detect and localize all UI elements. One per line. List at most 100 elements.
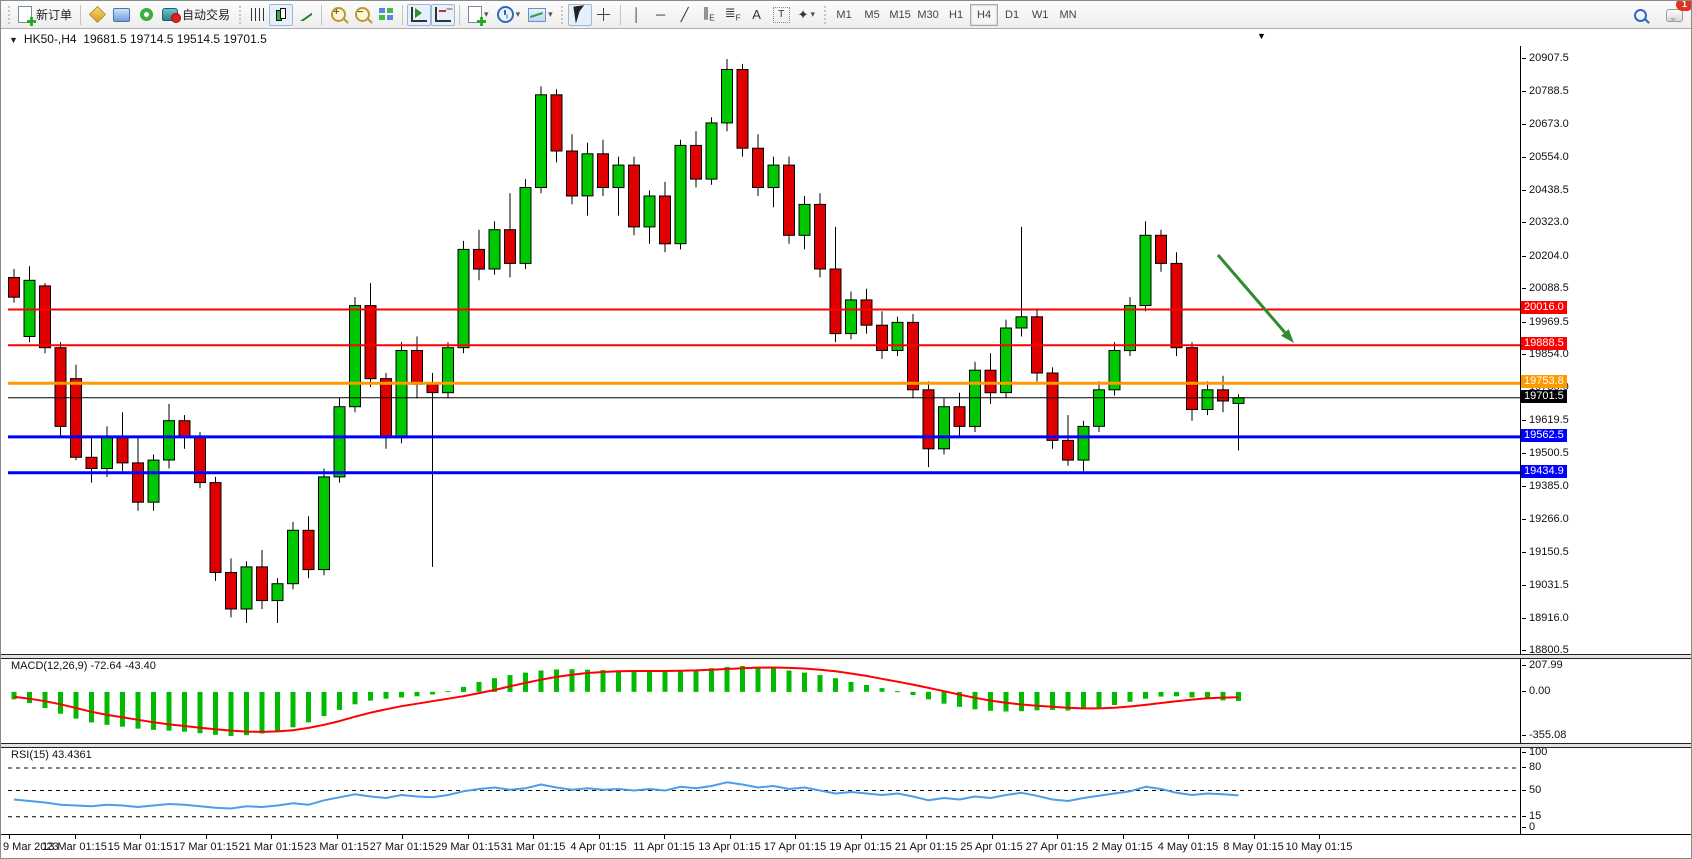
candlestick-chart-button[interactable] xyxy=(269,3,294,26)
equidistant-channel-tool-button[interactable]: ∥E xyxy=(697,4,721,26)
macd-histogram-bar xyxy=(306,691,311,723)
candle-body xyxy=(473,248,485,270)
price-tick-label: 19385.0 xyxy=(1522,480,1569,492)
trend-arrow[interactable] xyxy=(1216,254,1286,334)
rsi-axis: 100 80 50 15 0 xyxy=(1520,746,1691,834)
autotrading-button[interactable]: 自动交易 xyxy=(158,4,234,26)
zoom-out-button[interactable]: − xyxy=(350,4,374,26)
text-tool-button[interactable]: A xyxy=(745,4,769,26)
candle-body xyxy=(426,383,439,394)
terminal-icon xyxy=(113,7,131,22)
indicators-button[interactable]: ▾ xyxy=(464,4,493,26)
macd-histogram-bar xyxy=(151,691,156,730)
timeframe-button-d1[interactable]: D1 xyxy=(1005,8,1020,21)
signals-icon xyxy=(139,8,153,21)
timeframe-button-m1[interactable]: M1 xyxy=(836,8,852,21)
macd-histogram-bar xyxy=(27,691,32,704)
chart-shift-button[interactable] xyxy=(407,3,432,26)
chart-shift-icon xyxy=(411,7,428,22)
macd-histogram-bar xyxy=(802,672,807,692)
panel-splitter[interactable] xyxy=(1,654,1691,659)
new-order-button[interactable]: 新订单 xyxy=(14,4,76,26)
price-tick-label: 20438.5 xyxy=(1522,184,1569,196)
price-axis[interactable]: 20907.5 20788.5 20673.0 20554.0 20438.5 20323… xyxy=(1520,46,1691,656)
timeframe-button-mn[interactable]: MN xyxy=(1059,8,1077,21)
toolbar-grip[interactable] xyxy=(237,5,243,24)
macd-histogram-bar xyxy=(895,691,900,693)
line-chart-button[interactable] xyxy=(293,4,317,26)
arrows-tool-button[interactable]: ✦ ▾ xyxy=(794,4,819,26)
rsi-panel-canvas[interactable]: RSI(15) 43.4361 xyxy=(8,748,1520,834)
candle-body xyxy=(54,347,67,427)
time-tick xyxy=(1319,835,1320,839)
time-tick-label: 25 Apr 01:15 xyxy=(960,841,1023,853)
text-tool-icon: A xyxy=(752,7,761,22)
time-tick xyxy=(74,835,76,839)
candle-body xyxy=(674,144,687,245)
metaeditor-icon xyxy=(88,6,106,23)
candle-body xyxy=(287,529,299,585)
panel-splitter[interactable] xyxy=(1,743,1691,748)
price-tick-label: 18800.5 xyxy=(1522,644,1569,656)
cursor-tool-button[interactable] xyxy=(567,3,592,26)
time-tick xyxy=(991,835,993,839)
horizontal-line-tool-button[interactable]: ─ xyxy=(649,4,673,26)
timeframe-button-m30[interactable]: M30 xyxy=(917,8,939,21)
macd-histogram-bar xyxy=(368,691,373,701)
main-chart-canvas[interactable] xyxy=(8,46,1520,654)
candle-body xyxy=(1077,425,1090,461)
timeframe-button-h4[interactable]: H4 xyxy=(970,3,999,26)
macd-panel-canvas[interactable]: MACD(12,26,9) -72.64 -43.40 xyxy=(8,659,1520,743)
macd-histogram-bar xyxy=(786,670,792,692)
bar-chart-button[interactable] xyxy=(245,4,269,26)
terminal-button[interactable] xyxy=(109,4,134,26)
fibonacci-tool-button[interactable]: ≣F xyxy=(721,4,745,26)
one-click-trading-arrow-icon[interactable]: ▼ xyxy=(9,35,18,45)
search-button[interactable] xyxy=(1628,4,1652,26)
time-tick-label: 9 Mar 2023 xyxy=(3,841,59,853)
macd-histogram-bar xyxy=(972,691,978,710)
macd-histogram-bar xyxy=(1143,691,1148,699)
timeframe-button-w1[interactable]: W1 xyxy=(1031,8,1049,21)
time-axis[interactable]: 9 Mar 2023 13 Mar 01:15 15 Mar 01:15 17 Mar… xyxy=(1,834,1691,858)
periods-button[interactable]: ▾ xyxy=(493,4,525,26)
tile-windows-button[interactable] xyxy=(374,4,398,26)
timeframe-button-m15[interactable]: M15 xyxy=(889,8,911,21)
macd-histogram-bar xyxy=(1112,691,1117,705)
candle-body xyxy=(163,420,175,461)
crosshair-tool-button[interactable] xyxy=(592,4,616,26)
rsi-tick-label: 50 xyxy=(1522,784,1541,796)
chat-button[interactable]: 1 xyxy=(1662,1,1691,26)
candle-body xyxy=(705,122,718,180)
candle-body xyxy=(1015,316,1028,329)
macd-histogram-bar xyxy=(1236,691,1241,701)
timeframe-button-h1[interactable]: H1 xyxy=(949,8,964,21)
time-tick xyxy=(140,835,141,839)
timeframe-button-m5[interactable]: M5 xyxy=(864,8,880,21)
toolbar-grip[interactable] xyxy=(559,5,565,24)
candle-body xyxy=(1139,234,1152,306)
vertical-line-tool-button[interactable]: │ xyxy=(625,4,649,26)
time-tick-label: 19 Apr 01:15 xyxy=(829,841,892,853)
time-tick xyxy=(926,835,927,839)
macd-histogram-bar xyxy=(11,691,17,700)
price-tick-label: 20088.5 xyxy=(1522,282,1569,294)
macd-histogram-bar xyxy=(1205,691,1210,700)
candle-body xyxy=(194,437,206,484)
macd-histogram-bar xyxy=(492,678,497,692)
trendline-tool-button[interactable]: ╱ xyxy=(673,4,697,26)
templates-button[interactable]: ▾ xyxy=(524,4,557,26)
macd-signal-line xyxy=(13,666,1239,733)
text-label-tool-button[interactable]: T xyxy=(769,4,794,26)
crosshair-icon xyxy=(597,8,611,21)
macd-histogram-bar xyxy=(42,691,48,709)
zoom-in-button[interactable]: + xyxy=(326,4,350,26)
toolbar-grip[interactable] xyxy=(822,5,828,24)
price-tick-label: 20204.0 xyxy=(1522,250,1569,262)
signals-button[interactable] xyxy=(134,4,158,26)
macd-histogram-bar xyxy=(399,691,404,698)
toolbar-grip[interactable] xyxy=(6,5,11,24)
metaeditor-button[interactable] xyxy=(85,4,109,26)
time-tick xyxy=(467,835,469,839)
auto-scroll-button[interactable] xyxy=(431,3,456,26)
